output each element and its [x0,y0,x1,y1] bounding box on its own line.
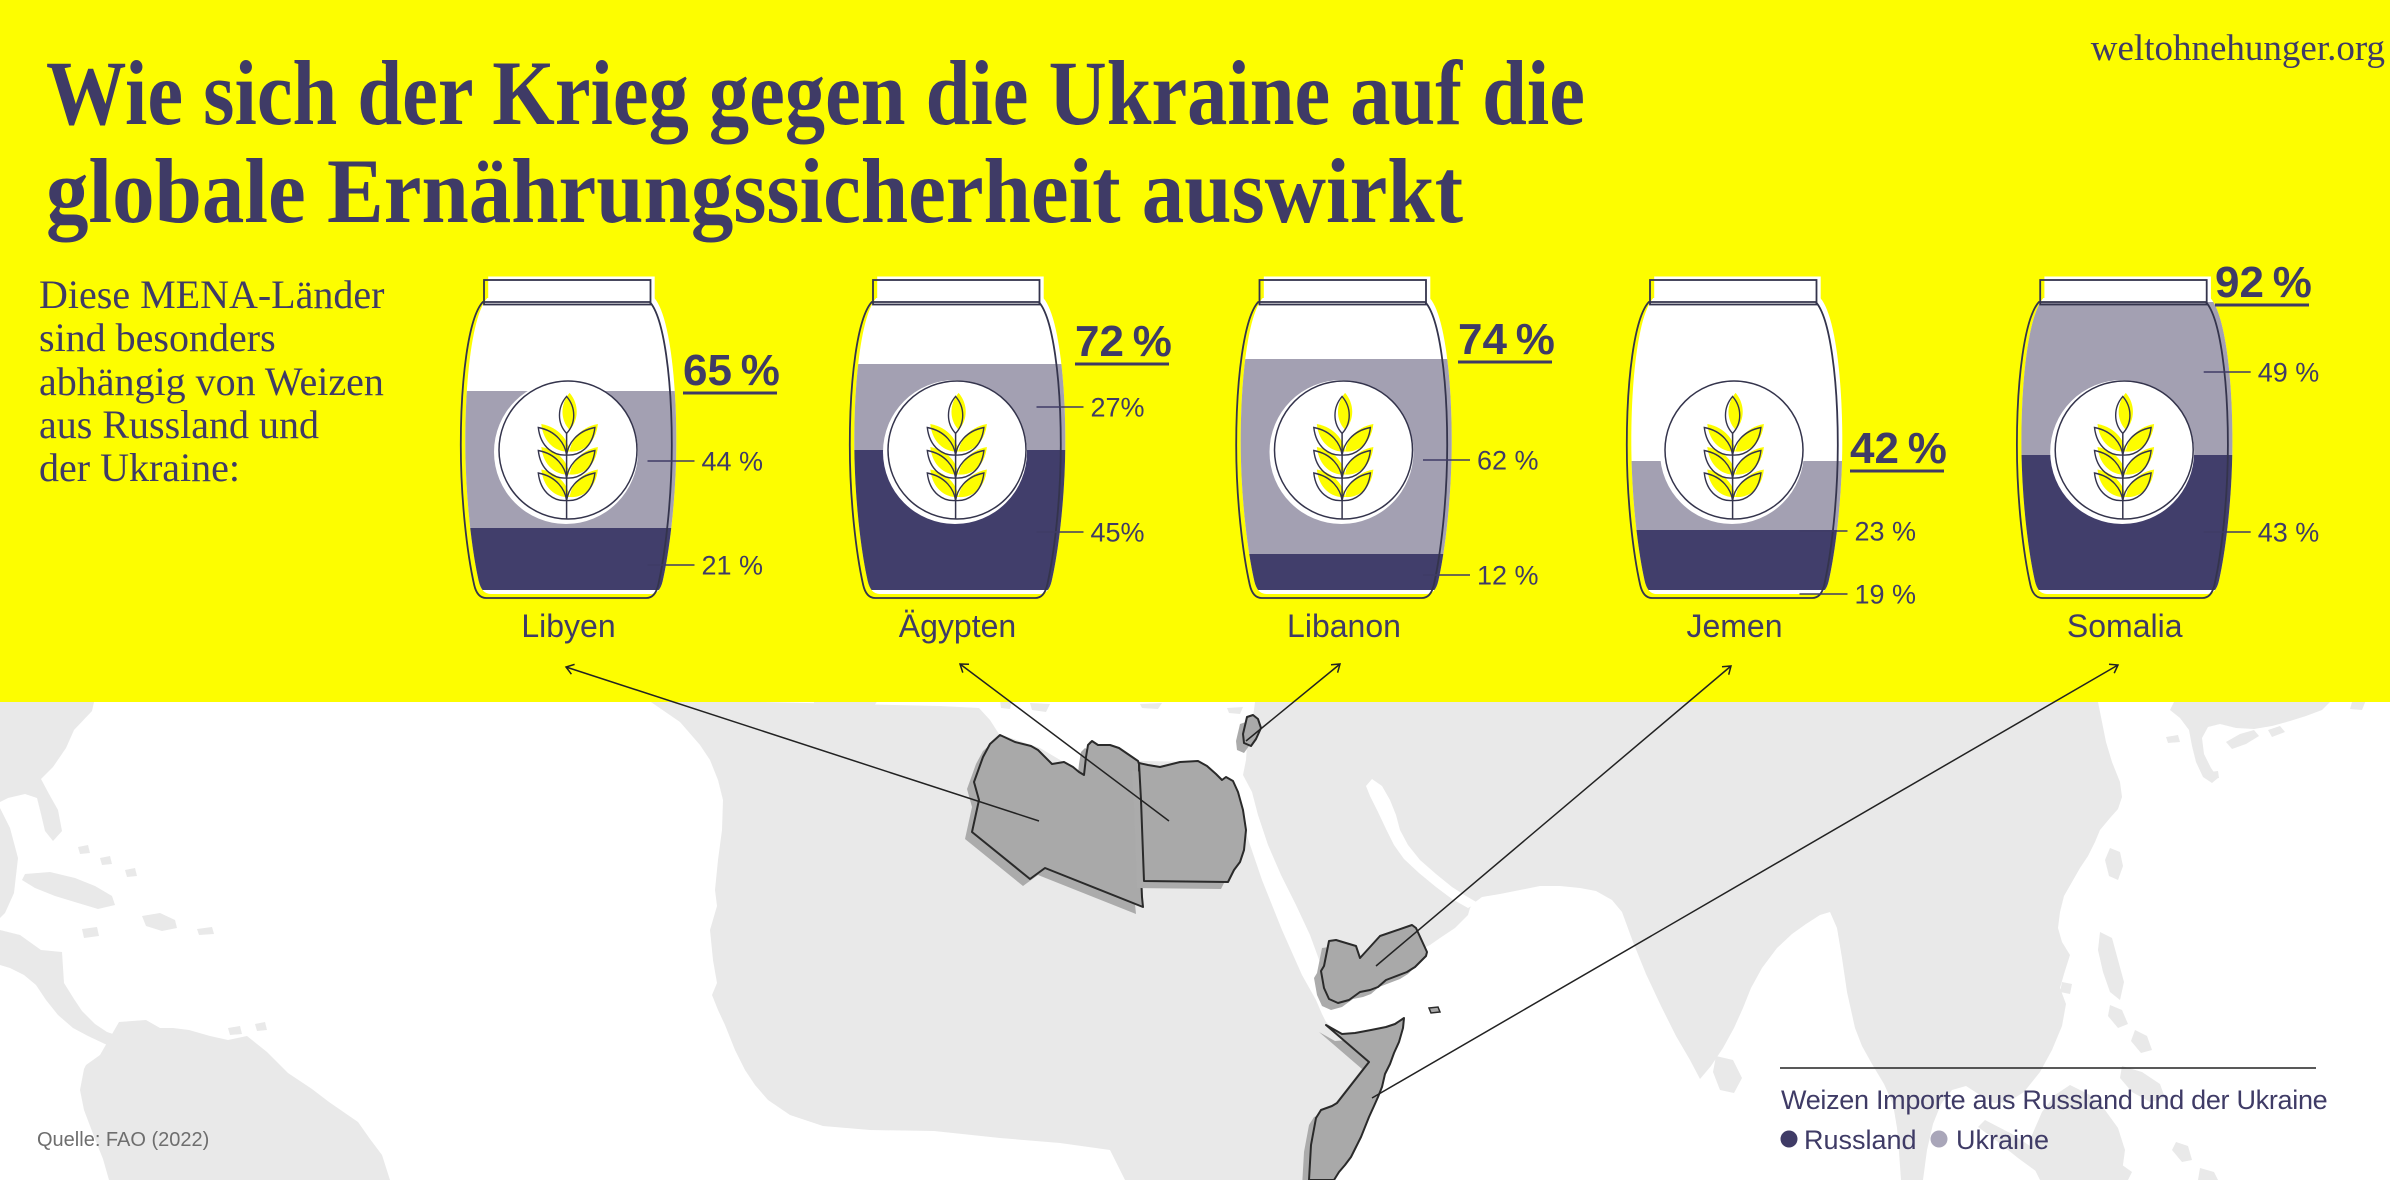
svg-text:sind besonders: sind besonders [39,315,276,360]
svg-text:weltohnehunger.org: weltohnehunger.org [2091,28,2385,69]
svg-text:43 %: 43 % [2258,518,2320,548]
svg-text:Russland: Russland [1804,1125,1917,1155]
svg-text:49 %: 49 % [2258,358,2320,388]
svg-text:Somalia: Somalia [2067,608,2183,644]
svg-text:Wie sich der Krieg gegen die U: Wie sich der Krieg gegen die Ukraine auf… [46,42,1585,144]
svg-text:62 %: 62 % [1477,446,1539,476]
svg-text:Libanon: Libanon [1287,608,1401,644]
svg-text:Ägypten: Ägypten [899,608,1016,644]
svg-text:92 %: 92 % [2215,258,2312,307]
svg-text:42 %: 42 % [1850,424,1947,473]
svg-text:19 %: 19 % [1855,580,1917,610]
svg-text:72 %: 72 % [1075,317,1172,366]
svg-text:23 %: 23 % [1855,517,1917,547]
svg-text:Libyen: Libyen [521,608,615,644]
svg-text:aus Russland und: aus Russland und [39,402,319,447]
svg-text:27%: 27% [1091,393,1145,423]
svg-text:Quelle: FAO (2022): Quelle: FAO (2022) [37,1129,209,1151]
svg-text:Weizen Importe aus Russland un: Weizen Importe aus Russland und der Ukra… [1781,1085,2327,1115]
svg-text:65 %: 65 % [683,346,780,395]
svg-text:abhängig von Weizen: abhängig von Weizen [39,359,384,404]
svg-text:45%: 45% [1091,518,1145,548]
svg-text:der Ukraine:: der Ukraine: [39,445,240,490]
svg-text:12 %: 12 % [1477,561,1539,591]
svg-text:Diese MENA-Länder: Diese MENA-Länder [39,272,384,317]
svg-text:74 %: 74 % [1458,315,1555,364]
svg-text:21 %: 21 % [702,551,764,581]
svg-text:Ukraine: Ukraine [1956,1125,2049,1155]
svg-text:Jemen: Jemen [1686,608,1782,644]
svg-text:globale Ernährungssicherheit a: globale Ernährungssicherheit auswirkt [46,140,1463,242]
svg-text:44 %: 44 % [702,447,764,477]
